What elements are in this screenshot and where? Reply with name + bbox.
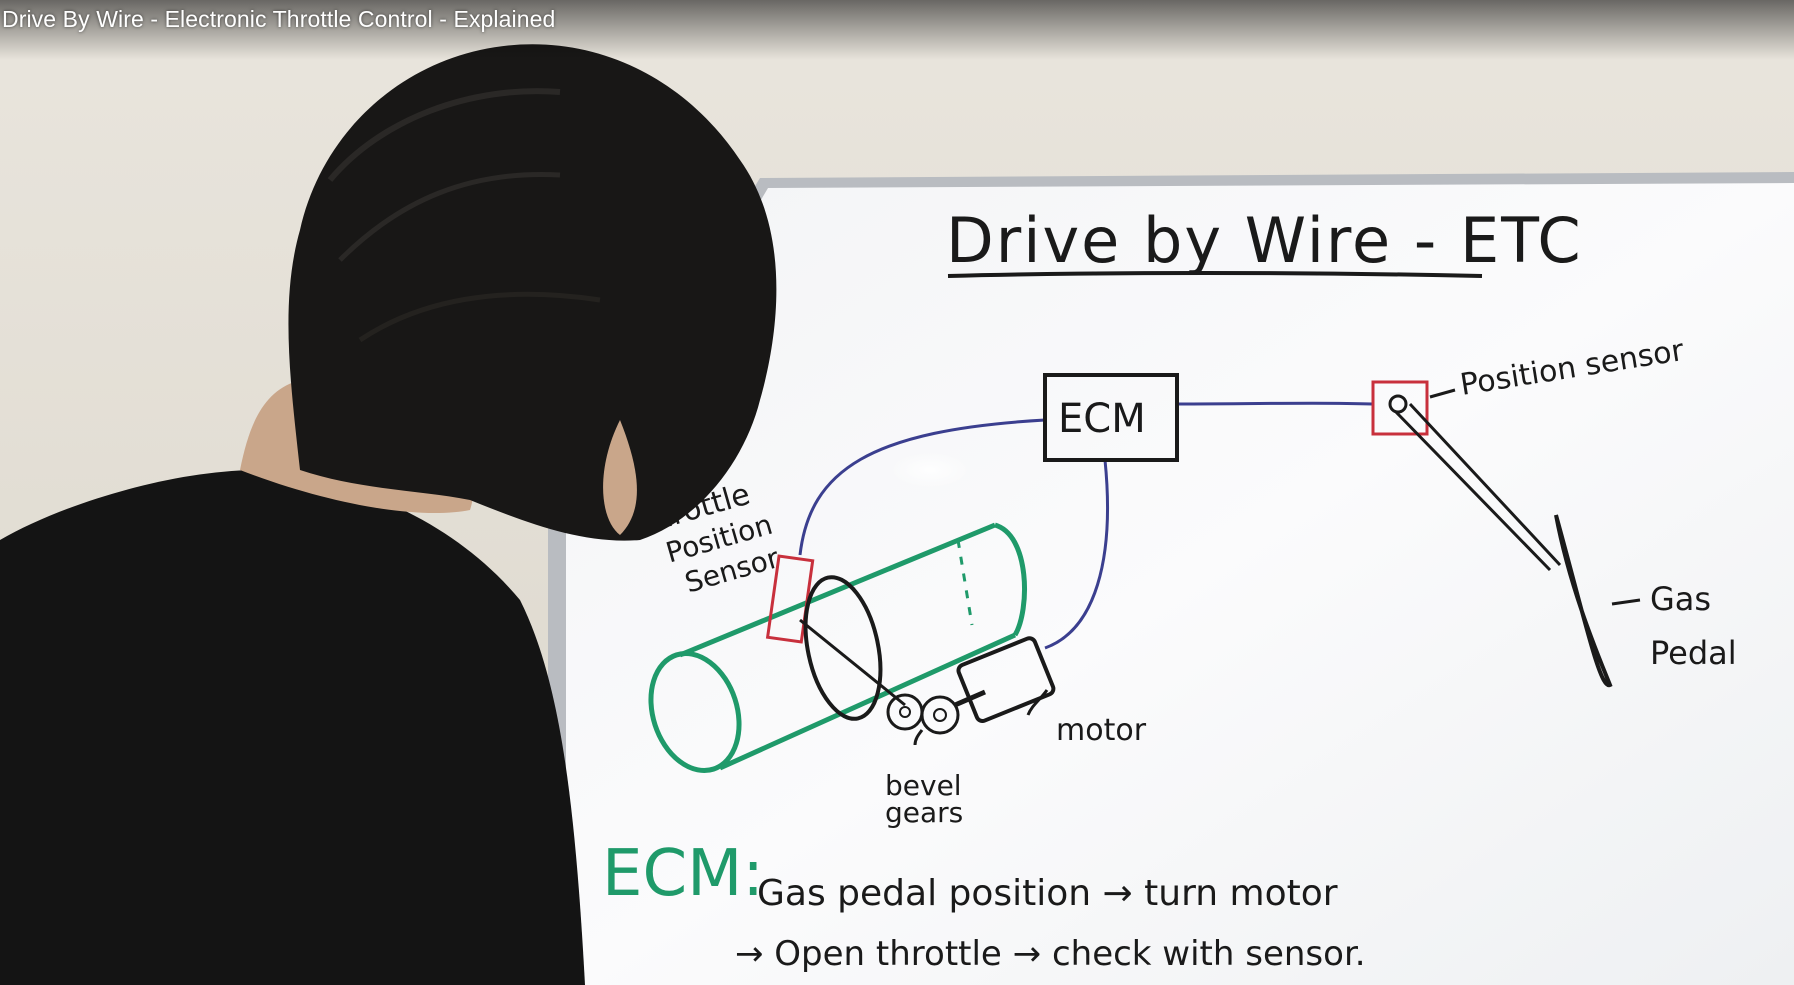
ecm-note-prefix: ECM: xyxy=(602,837,764,911)
bevel-gears-label-line2: gears xyxy=(885,796,963,829)
bevel-gears-label-line1: bevel xyxy=(885,769,962,802)
presenter xyxy=(0,44,777,985)
motor-and-gears xyxy=(886,636,1056,746)
video-title[interactable]: Drive By Wire - Electronic Throttle Cont… xyxy=(2,6,556,32)
ecm-box-label: ECM xyxy=(1058,396,1146,442)
ecm-note-line1: Gas pedal position → turn motor xyxy=(757,873,1338,914)
throttle-body xyxy=(648,522,1027,774)
whiteboard xyxy=(548,172,1794,985)
motor-label: motor xyxy=(1056,713,1147,748)
gas-pedal-label-line2: Pedal xyxy=(1650,634,1737,672)
ecm-box: ECM xyxy=(1043,373,1179,462)
board-heading: Drive by Wire - ETC xyxy=(946,204,1583,277)
wires xyxy=(798,401,1373,650)
gas-pedal-assembly xyxy=(1371,380,1641,688)
position-sensor-box xyxy=(1371,380,1429,436)
heading-underline xyxy=(947,271,1483,278)
ecm-note-line2: → Open throttle → check with sensor. xyxy=(735,934,1366,974)
gas-pedal-label-line1: Gas xyxy=(1650,580,1711,618)
video-title-bar xyxy=(0,0,1794,60)
throttle-plate xyxy=(803,575,883,721)
